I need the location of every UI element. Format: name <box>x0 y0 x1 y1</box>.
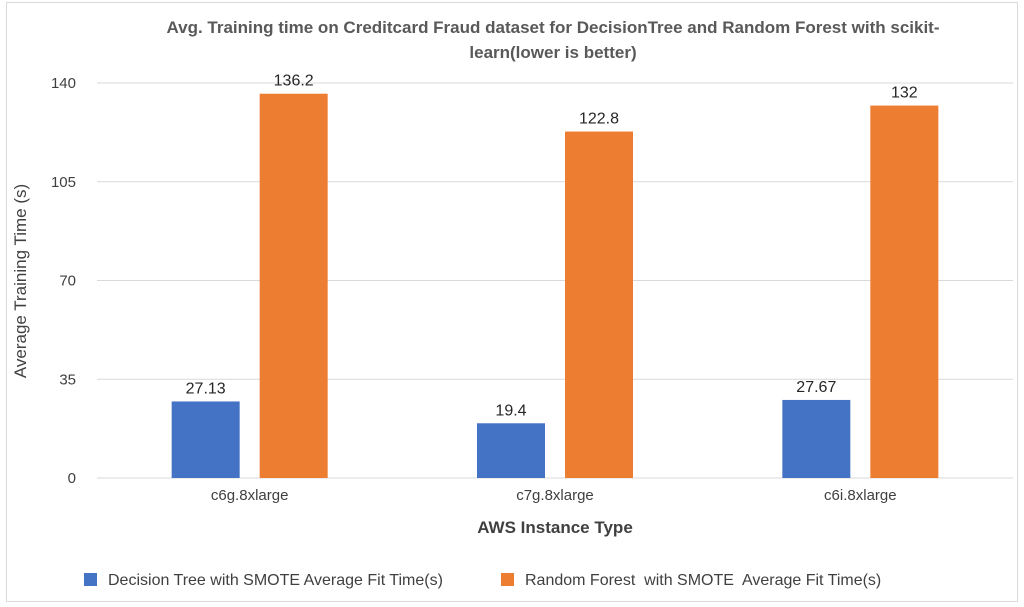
bar-random-forest-1 <box>565 131 633 478</box>
x-tick-label: c6i.8xlarge <box>824 487 897 504</box>
legend-swatch <box>501 573 514 586</box>
data-label: 19.4 <box>495 402 526 419</box>
x-tick-label: c6g.8xlarge <box>211 487 289 504</box>
legend-swatch <box>84 573 97 586</box>
gridlines <box>97 82 1013 479</box>
y-tick-label: 140 <box>51 75 76 92</box>
chart-title-line2: learn(lower is better) <box>469 43 636 62</box>
chart-title-line1: Avg. Training time on Creditcard Fraud d… <box>166 18 939 37</box>
bars <box>171 93 939 479</box>
x-axis-title: AWS Instance Type <box>477 518 633 537</box>
data-label: 132 <box>891 85 918 102</box>
bar-decision-tree-0 <box>171 401 240 478</box>
chart-frame <box>6 2 1018 602</box>
x-tick-label: c7g.8xlarge <box>516 487 594 504</box>
y-tick-label: 105 <box>51 174 76 191</box>
y-tick-label: 35 <box>59 371 76 388</box>
bar-decision-tree-2 <box>782 399 851 478</box>
y-tick-label: 0 <box>68 470 76 487</box>
data-label: 27.13 <box>186 380 226 397</box>
bar-random-forest-2 <box>870 105 939 479</box>
bar-decision-tree-1 <box>477 423 545 478</box>
bar-random-forest-0 <box>259 93 328 478</box>
data-label: 122.8 <box>579 111 619 128</box>
legend-label: Random Forest with SMOTE Average Fit Tim… <box>525 572 881 589</box>
data-label: 27.67 <box>796 379 836 396</box>
y-axis-title: Average Training Time (s) <box>11 184 30 378</box>
x-axis-ticks: c6g.8xlarge c7g.8xlarge c6i.8xlarge <box>211 487 897 504</box>
y-tick-label: 70 <box>59 273 76 290</box>
data-label: 136.2 <box>274 73 314 90</box>
legend: Decision Tree with SMOTE Average Fit Tim… <box>84 572 881 589</box>
legend-label: Decision Tree with SMOTE Average Fit Tim… <box>108 572 443 589</box>
data-labels: 27.13 136.2 19.4 122.8 27.67 132 <box>186 73 918 420</box>
y-axis-ticks: 0 35 70 105 140 <box>51 75 76 487</box>
